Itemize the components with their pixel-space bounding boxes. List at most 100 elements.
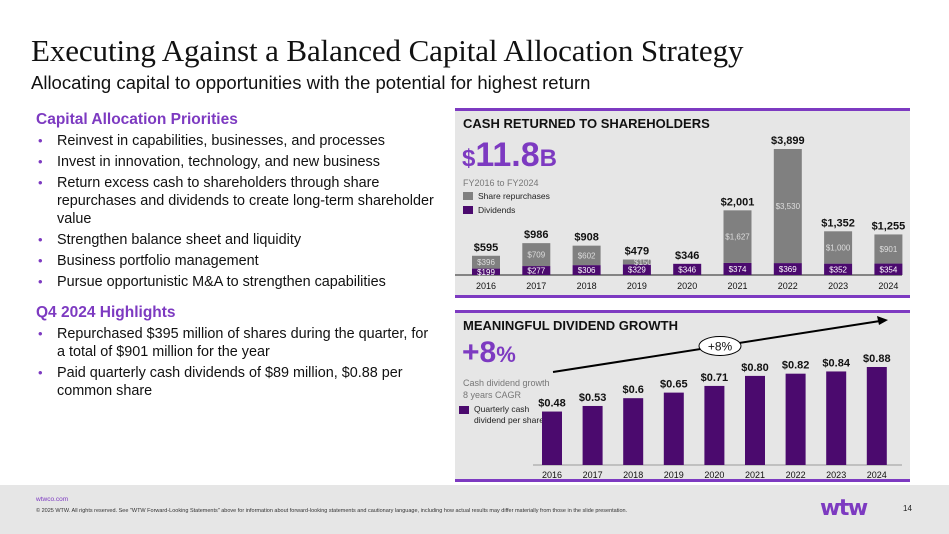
dividend-value-label: $346 (678, 265, 696, 274)
arrow-head-icon (877, 316, 888, 325)
x-tick-label: 2023 (828, 281, 848, 291)
x-tick-label: 2022 (778, 281, 798, 291)
left-column: Capital Allocation Priorities • Reinvest … (36, 111, 436, 403)
bar-value-label: $0.80 (741, 362, 769, 374)
bar-value-label: $0.84 (822, 357, 850, 369)
x-tick-label: 2016 (542, 470, 562, 480)
highlight-item: • Paid quarterly cash dividends of $89 mi… (38, 365, 403, 399)
legend-swatch-quarterly-dividend (459, 406, 469, 414)
legend-swatch-repurchases (463, 192, 473, 200)
dividend-bar-segment (572, 265, 601, 275)
highlight-item: • Repurchased $395 million of shares duri… (38, 326, 429, 360)
bar-value-label: $0.88 (863, 353, 891, 365)
priority-item: • Invest in innovation, technology, and n… (38, 154, 380, 170)
cash-returned-panel: CASH RETURNED TO SHAREHOLDERS $11.8B FY2… (455, 108, 910, 298)
highlights-list: • Repurchased $395 million of shares duri… (36, 325, 436, 400)
x-tick-label: 2019 (627, 281, 647, 291)
footer: wtwco.com © 2025 WTW. All rights reserve… (0, 485, 949, 534)
dividend-value-label: $369 (779, 265, 797, 274)
repurchase-value-label: $150 (634, 258, 652, 267)
x-tick-label: 2022 (786, 470, 806, 480)
repurchase-value-label: $901 (880, 245, 898, 254)
total-value-label: $479 (625, 246, 649, 258)
bullet-icon: • (38, 232, 43, 247)
bar-value-label: $0.48 (538, 398, 566, 410)
highlights-heading: Q4 2024 Highlights (36, 304, 176, 321)
dividend-per-share-bar (866, 367, 887, 465)
repurchase-bar-segment (874, 234, 903, 264)
cagr-note: Cash dividend growth 8 years CAGR (463, 378, 550, 400)
repurchase-bar-segment (622, 259, 651, 265)
repurchase-value-label: $1,627 (725, 233, 750, 242)
repurchase-value-label: $396 (477, 258, 495, 267)
bullet-icon: • (38, 154, 43, 169)
bullet-icon: • (38, 365, 43, 380)
repurchase-value-label: $3,530 (776, 202, 801, 211)
x-tick-label: 2019 (664, 470, 684, 480)
dividend-growth-chart: $0.48 2016 $0.53 2017 $0.6 2018 $0.65 2019 $0.71… (533, 316, 902, 480)
dividend-value-label: $374 (729, 265, 747, 274)
footer-url-link[interactable]: wtwco.com (36, 496, 69, 503)
x-tick-label: 2024 (867, 470, 887, 480)
dividend-bar-segment (673, 263, 702, 275)
x-tick-label: 2023 (826, 470, 846, 480)
x-tick-label: 2017 (526, 281, 546, 291)
legend-repurchases: Share repurchases (463, 191, 550, 201)
priority-item: • Strengthen balance sheet and liquidity (38, 232, 302, 248)
dividend-per-share-bar (745, 375, 765, 465)
cash-returned-chart: $199$396 $595 2016 $277 $709 $986 2017 $306 $602… (455, 135, 906, 291)
repurchase-value-label: $709 (527, 251, 545, 260)
repurchase-bar-segment (723, 210, 752, 263)
dividend-bar-segment (723, 262, 752, 275)
dividend-per-share-bar (663, 392, 684, 465)
wtw-logo: wtw (820, 496, 868, 521)
dividend-value-label: $354 (880, 265, 898, 274)
dividend-value-label: $306 (578, 266, 596, 275)
cash-chart-title: CASH RETURNED TO SHAREHOLDERS (463, 116, 710, 131)
dividend-per-share-bar (582, 405, 603, 465)
dividend-value-label: $352 (829, 265, 847, 274)
priority-item: • Return excess cash to shareholders thro… (38, 175, 434, 227)
legend-quarterly-dividend: Quarterly cash dividend per share (459, 404, 544, 426)
x-tick-label: 2020 (704, 470, 724, 480)
bar-value-label: $0.6 (622, 384, 643, 396)
priority-item: • Reinvest in capabilities, businesses, a… (38, 133, 385, 149)
x-tick-label: 2020 (677, 281, 697, 291)
dividend-growth-panel: MEANINGFUL DIVIDEND GROWTH +8% Cash divi… (455, 310, 910, 482)
dividend-value-label: $199 (477, 268, 495, 277)
total-value-label: $3,899 (771, 135, 805, 147)
bar-value-label: $0.82 (782, 360, 810, 372)
footer-legal-text: © 2025 WTW. All rights reserved. See "WT… (36, 508, 628, 514)
repurchase-bar-segment (472, 255, 500, 269)
bullet-icon: • (38, 253, 43, 268)
priorities-heading: Capital Allocation Priorities (36, 111, 238, 128)
dividend-value-label: $329 (628, 266, 646, 275)
dividend-bar-segment (472, 268, 500, 275)
x-tick-label: 2021 (727, 281, 747, 291)
legend-swatch-dividends (463, 206, 473, 214)
dividend-bar-segment (773, 263, 802, 275)
priority-item: • Pursue opportunistic M&A to strengthen … (38, 274, 386, 290)
period-note: FY2016 to FY2024 (463, 178, 539, 188)
total-value-label: $1,352 (821, 217, 855, 229)
total-returned-figure: $11.8B (462, 136, 558, 174)
x-tick-label: 2018 (623, 470, 643, 480)
total-value-label: $595 (474, 242, 498, 254)
growth-badge-label: +8% (708, 340, 733, 354)
dividend-growth-figure: +8% (462, 336, 516, 369)
repurchase-bar-segment (773, 149, 802, 264)
bar-value-label: $0.65 (660, 379, 688, 391)
slide-title: Executing Against a Balanced Capital All… (31, 33, 744, 68)
dividend-bar-segment (522, 266, 551, 275)
dividend-value-label: $277 (527, 267, 545, 276)
total-value-label: $986 (524, 229, 548, 241)
dividend-per-share-bar (704, 385, 725, 465)
total-value-label: $1,255 (872, 220, 906, 232)
total-value-label: $908 (574, 232, 598, 244)
priority-item: • Business portfolio management (38, 253, 259, 269)
growth-badge-ellipse (698, 336, 742, 356)
repurchase-bar-segment (824, 231, 853, 264)
dividend-per-share-bar (826, 371, 847, 465)
repurchase-value-label: $602 (578, 251, 596, 260)
x-tick-label: 2021 (745, 470, 765, 480)
